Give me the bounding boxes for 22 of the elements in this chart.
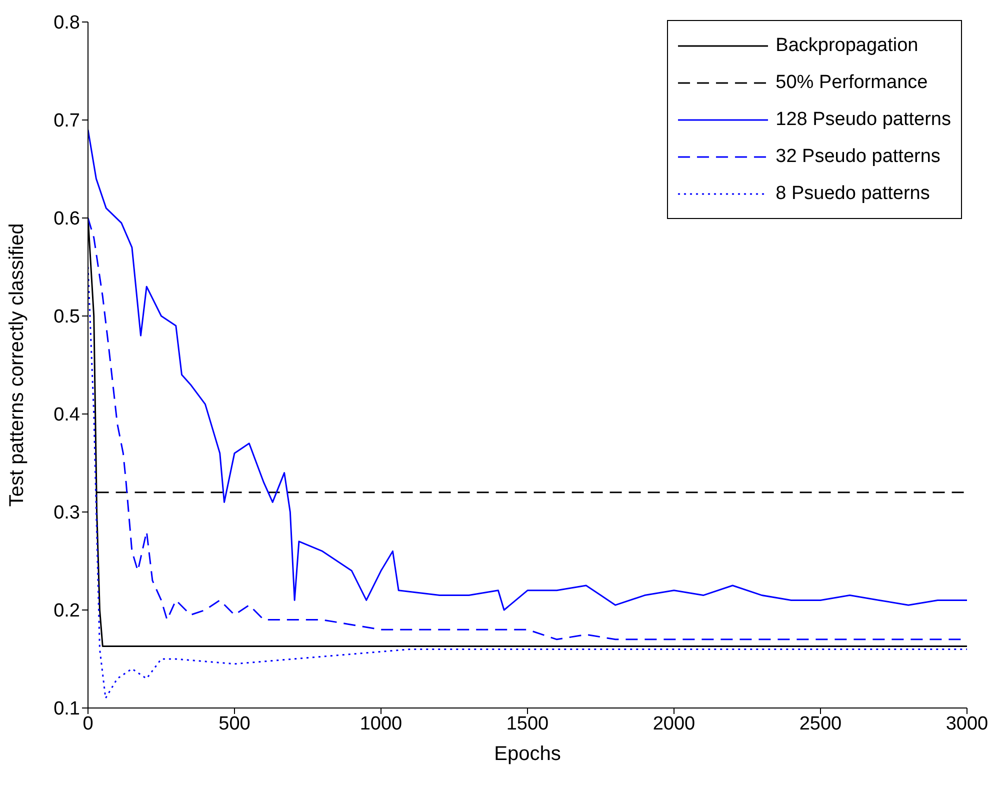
- y-axis-title: Test patterns correctly classified: [6, 223, 28, 507]
- x-tick-label: 0: [82, 713, 94, 734]
- x-tick-label: 1000: [360, 713, 402, 734]
- y-tick-label: 0.8: [54, 12, 80, 34]
- y-tick-label: 0.6: [54, 208, 80, 230]
- x-tick-label: 2000: [652, 713, 696, 734]
- y-tick-label: 0.4: [54, 404, 80, 426]
- legend-label: 8 Psuedo patterns: [776, 182, 930, 204]
- legend-label: 32 Pseudo patterns: [776, 146, 940, 168]
- x-tick-label: 2500: [799, 713, 842, 734]
- x-tick-label: 500: [218, 713, 250, 734]
- y-tick-label: 0.3: [54, 502, 80, 524]
- x-tick-label: 3000: [946, 713, 988, 734]
- y-tick-label: 0.2: [54, 600, 80, 622]
- x-tick-label: 1500: [506, 713, 549, 734]
- legend-label: Backpropagation: [776, 34, 918, 56]
- y-tick-label: 0.5: [54, 306, 80, 328]
- legend-label: 128 Pseudo patterns: [776, 108, 951, 130]
- x-axis-title: Epochs: [494, 743, 561, 765]
- y-tick-label: 0.7: [54, 110, 80, 132]
- y-tick-label: 0.1: [54, 698, 80, 720]
- legend-label: 50% Performance: [776, 72, 928, 94]
